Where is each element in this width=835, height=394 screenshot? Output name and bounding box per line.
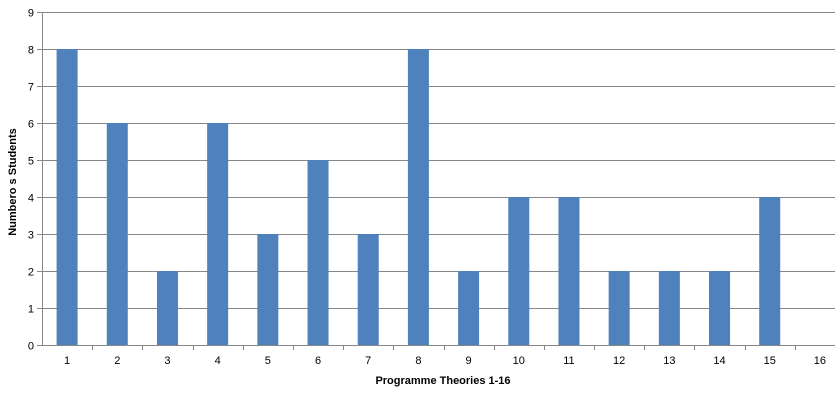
bar-10 <box>508 197 530 345</box>
gridlines <box>42 12 835 309</box>
y-tick-label: 8 <box>28 45 34 57</box>
x-tick-label: 3 <box>164 355 170 367</box>
x-tick-label: 4 <box>215 355 221 367</box>
bar-5 <box>257 234 279 345</box>
bar-7 <box>357 234 379 345</box>
y-tick-label: 1 <box>28 304 34 316</box>
bar-8 <box>407 49 429 345</box>
y-tick-label: 5 <box>28 156 34 168</box>
y-tick-labels: 0 1 2 3 4 5 6 7 8 9 <box>28 8 34 353</box>
bar-2 <box>106 123 128 345</box>
bar-11 <box>558 197 580 345</box>
axes <box>37 12 835 350</box>
bars <box>56 49 781 345</box>
y-tick-label: 6 <box>28 119 34 131</box>
x-tick-label: 7 <box>365 355 371 367</box>
x-tick-label: 2 <box>114 355 120 367</box>
x-tick-label: 8 <box>415 355 421 367</box>
bar-9 <box>458 271 480 345</box>
x-tick-label: 6 <box>315 355 321 367</box>
bar-12 <box>608 271 630 345</box>
x-tick-label: 15 <box>764 355 776 367</box>
y-tick-label: 7 <box>28 82 34 94</box>
x-tick-label: 11 <box>563 355 574 367</box>
x-tick-label: 16 <box>814 355 826 367</box>
x-axis-title: Programme Theories 1-16 <box>375 375 510 387</box>
x-tick-labels: 1 2 3 4 5 6 7 8 9 10 11 12 13 14 15 16 <box>64 355 826 367</box>
x-tick-label: 9 <box>466 355 472 367</box>
x-tick-label: 10 <box>513 355 525 367</box>
x-tick-label: 12 <box>613 355 625 367</box>
x-tick-label: 1 <box>64 355 70 367</box>
y-tick-label: 2 <box>28 267 34 279</box>
x-tick-label: 5 <box>265 355 271 367</box>
bar-3 <box>156 271 178 345</box>
bar-4 <box>207 123 229 345</box>
y-tick-label: 9 <box>28 8 34 20</box>
bar-15 <box>759 197 781 345</box>
y-axis-title: Numbero s Students <box>7 128 19 236</box>
x-tick-label: 14 <box>713 355 725 367</box>
y-tick-label: 4 <box>28 193 34 205</box>
bar-1 <box>56 49 78 345</box>
bar-6 <box>307 160 329 345</box>
bar-14 <box>709 271 731 345</box>
y-tick-label: 0 <box>28 341 34 353</box>
x-tick-label: 13 <box>663 355 675 367</box>
y-tick-label: 3 <box>28 230 34 242</box>
bar-13 <box>658 271 680 345</box>
